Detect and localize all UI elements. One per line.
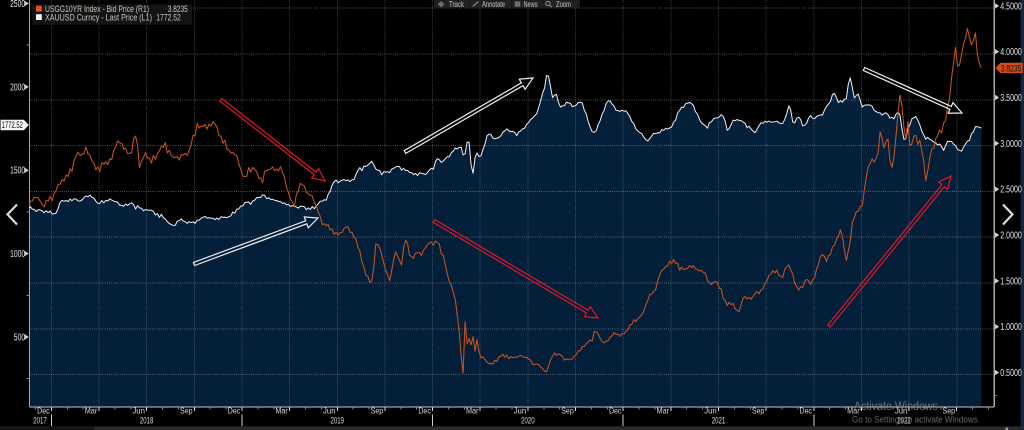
svg-text:Dec: Dec	[800, 407, 813, 416]
svg-text:Activate Windows: Activate Windows	[854, 401, 938, 413]
svg-text:500: 500	[14, 332, 26, 343]
svg-text:1000: 1000	[10, 249, 25, 260]
svg-text:2022: 2022	[897, 416, 911, 426]
svg-text:1.0000: 1.0000	[1000, 322, 1022, 333]
svg-text:2021: 2021	[712, 416, 726, 426]
svg-text:Mar: Mar	[85, 407, 98, 416]
svg-text:0.5000: 0.5000	[1000, 368, 1022, 379]
svg-text:Annotate: Annotate	[482, 0, 505, 9]
svg-text:3.5000: 3.5000	[1000, 93, 1022, 104]
svg-text:News: News	[524, 0, 538, 9]
svg-text:Sep: Sep	[752, 407, 765, 416]
svg-text:Sep: Sep	[943, 407, 956, 416]
svg-text:Mar: Mar	[275, 407, 288, 416]
svg-text:3.8235: 3.8235	[1001, 63, 1022, 73]
svg-text:1772.52: 1772.52	[2, 120, 23, 130]
svg-text:Mar: Mar	[657, 407, 670, 416]
svg-text:Go to Settings to activate Win: Go to Settings to activate Windows.	[852, 415, 980, 426]
svg-text:Jun: Jun	[132, 407, 145, 416]
svg-text:Dec: Dec	[418, 407, 431, 416]
svg-text:2019: 2019	[331, 416, 345, 426]
svg-text:3.8235: 3.8235	[168, 4, 188, 14]
svg-text:3.0000: 3.0000	[1000, 139, 1022, 150]
svg-text:2020: 2020	[521, 416, 535, 426]
svg-text:1.5000: 1.5000	[1000, 276, 1022, 287]
svg-text:2.5000: 2.5000	[1000, 185, 1022, 196]
svg-text:4.5000: 4.5000	[1000, 1, 1022, 12]
svg-text:1500: 1500	[10, 166, 25, 177]
svg-text:Mar: Mar	[466, 407, 479, 416]
svg-text:Dec: Dec	[609, 407, 622, 416]
svg-text:Sep: Sep	[561, 407, 574, 416]
svg-text:Dec: Dec	[37, 407, 50, 416]
svg-text:Sep: Sep	[371, 407, 384, 416]
svg-text:2018: 2018	[140, 416, 154, 426]
svg-text:Track: Track	[449, 0, 464, 9]
svg-text:Jun: Jun	[514, 407, 527, 416]
svg-text:USGG10YR Index - Bid Price (R1: USGG10YR Index - Bid Price (R1)	[45, 4, 149, 14]
svg-text:2500: 2500	[10, 0, 25, 10]
svg-text:XAUUSD Curncy - Last Price (L1: XAUUSD Curncy - Last Price (L1)	[45, 13, 152, 23]
svg-text:Sep: Sep	[180, 407, 193, 416]
svg-text:Jun: Jun	[895, 407, 908, 416]
svg-text:Jun: Jun	[704, 407, 717, 416]
svg-text:2017: 2017	[33, 416, 47, 426]
svg-text:2.0000: 2.0000	[1000, 230, 1022, 241]
svg-text:Mar: Mar	[847, 407, 860, 416]
svg-text:2000: 2000	[10, 82, 25, 93]
svg-text:Jun: Jun	[323, 407, 336, 416]
svg-text:Dec: Dec	[228, 407, 241, 416]
svg-text:Zoom: Zoom	[556, 0, 571, 9]
svg-text:4.0000: 4.0000	[1000, 47, 1022, 58]
svg-text:1772.52: 1772.52	[156, 13, 181, 23]
